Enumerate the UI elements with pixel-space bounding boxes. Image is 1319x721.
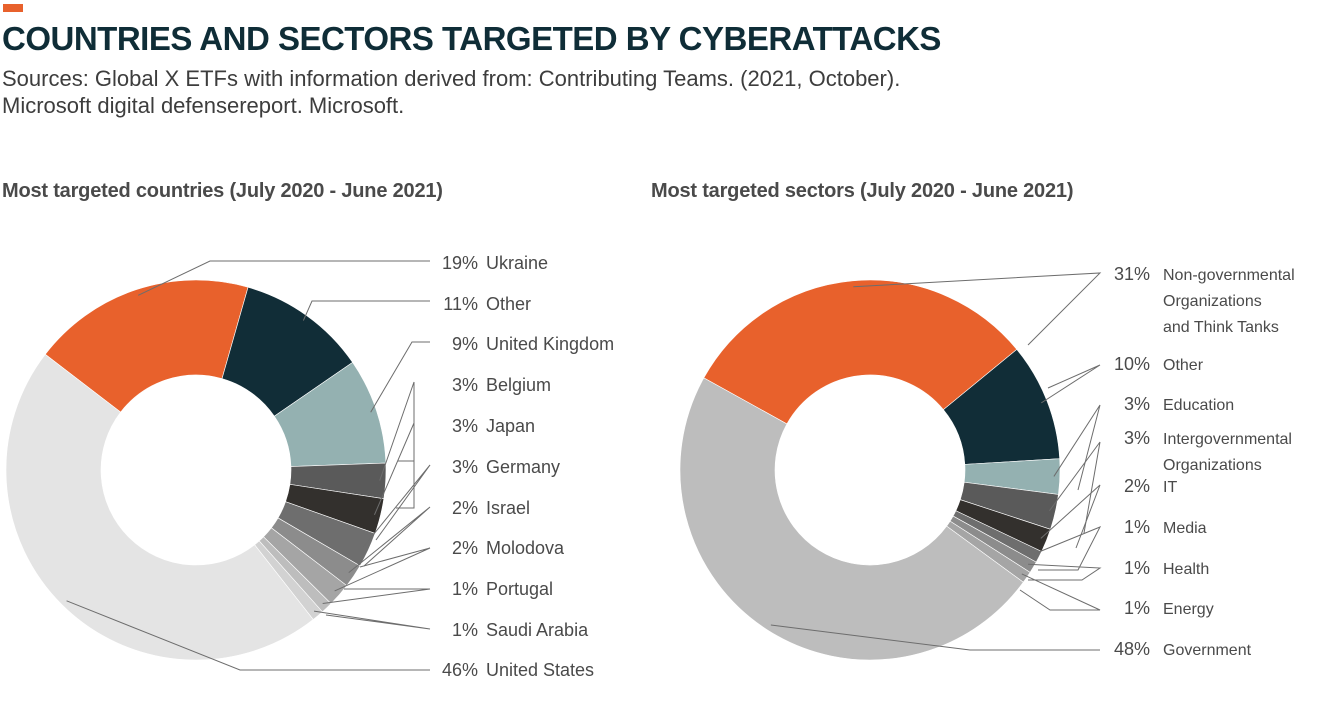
sectors-pct-label: 10% [1114,354,1150,374]
sectors-leader-line [1033,526,1102,571]
sectors-leader-line [1053,404,1101,491]
sectors-slice-label: Energy [1163,601,1214,618]
countries-pct-label: 9% [452,334,478,354]
countries-pct-label: 1% [452,579,478,599]
countries-slice-label: Molodova [486,538,565,558]
countries-slice-ukraine [44,279,249,413]
sectors-leader-line [853,272,1102,346]
countries-slice-united-states [5,353,314,661]
countries-leader-line [373,422,415,516]
sectors-slice-label: Intergovernmental [1163,431,1292,448]
sectors-slice-label: Media [1163,520,1207,537]
sectors-pct-label: 1% [1124,598,1150,618]
countries-pct-label: 3% [452,375,478,395]
countries-slice-label: Germany [486,457,560,477]
sectors-leader-line [1019,573,1101,611]
sources-note: Sources: Global X ETFs with information … [2,65,1102,119]
sectors-pct-label: 1% [1124,558,1150,578]
countries-slice-label: Ukraine [486,253,548,273]
sectors-pct-label: 2% [1124,476,1150,496]
countries-slice-label: United States [486,660,594,680]
sectors-pct-label: 31% [1114,264,1150,284]
countries-pct-label: 19% [442,253,478,273]
countries-pct-label: 46% [442,660,478,680]
sectors-leader-line [1028,563,1102,581]
countries-leader-line [302,300,430,321]
countries-pct-label: 3% [452,457,478,477]
countries-leader-line [66,600,430,671]
sectors-pct-label: 1% [1124,517,1150,537]
countries-leader-line [362,464,431,548]
countries-slice-label: Israel [486,498,530,518]
sectors-slice-label: Government [1163,642,1252,659]
countries-pct-label: 1% [452,620,478,640]
countries-leader-line [313,610,431,630]
countries-pct-label: 11% [443,294,478,314]
sectors-pct-label: 48% [1114,639,1150,659]
countries-pct-label: 2% [452,498,478,518]
countries-donut: 19% Ukraine 11% Other 9% United Kingdom 3% Belg… [5,253,614,680]
countries-pct-label: 3% [452,416,478,436]
sectors-donut: 31% Non-governmental Organizations and Thin… [679,264,1295,661]
sectors-slice-label: and Think Tanks [1163,319,1279,336]
sectors-leader-line [1041,364,1101,404]
countries-leader-line [322,588,431,604]
sectors-slice-label: Organizations [1163,293,1262,310]
countries-leader-line [138,260,430,296]
sectors-slice-government [679,377,1024,661]
sectors-slice-non-governmental-organizations-and-think-tanks [703,279,1018,425]
countries-leader-line [348,506,431,574]
countries-slice-label: United Kingdom [486,334,614,354]
sectors-slice-label: Other [1163,357,1204,374]
sectors-slice-label: Non-governmental [1163,267,1295,284]
countries-leader-line [370,341,430,413]
sources-line-2: Microsoft digital defensereport. Microso… [2,93,405,118]
sectors-leader-line [1040,484,1101,549]
page-title: COUNTRIES AND SECTORS TARGETED BY CYBERA… [2,20,941,57]
sectors-pct-label: 3% [1124,428,1150,448]
sectors-pct-label: 3% [1124,394,1150,414]
sectors-slice-label: IT [1163,479,1177,496]
sectors-slice-label: Organizations [1163,457,1262,474]
sectors-chart-title: Most targeted sectors (July 2020 - June … [651,180,1074,202]
countries-slice-label: Japan [486,416,535,436]
sectors-leader-line [770,624,1100,651]
sectors-slice-label: Health [1163,561,1209,578]
sectors-slice-label: Education [1163,397,1234,414]
countries-leader-line [334,547,431,592]
countries-chart-title: Most targeted countries (July 2020 - Jun… [2,180,443,202]
countries-pct-label: 2% [452,538,478,558]
sources-line-1: Sources: Global X ETFs with information … [2,66,901,91]
countries-slice-label: Belgium [486,375,551,395]
sectors-leader-line [1049,441,1101,534]
countries-slice-label: Saudi Arabia [486,620,589,640]
accent-bar [3,4,23,12]
countries-slice-label: Other [486,294,531,314]
countries-leader-line [379,381,415,481]
countries-slice-label: Portugal [486,579,553,599]
